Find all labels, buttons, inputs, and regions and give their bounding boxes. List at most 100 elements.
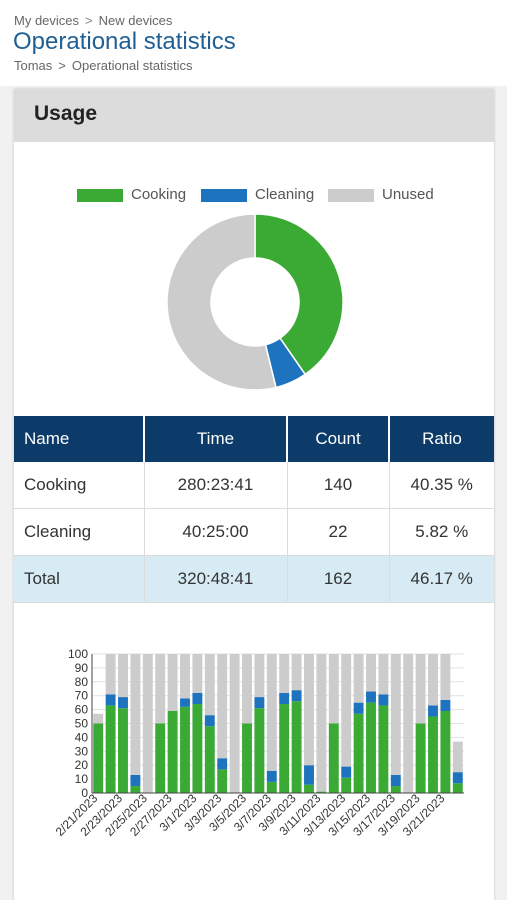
bar-unused[interactable] — [291, 654, 302, 691]
bar-cleaning[interactable] — [105, 694, 116, 706]
bar-unused[interactable] — [105, 654, 116, 695]
bar-cooking[interactable] — [328, 723, 339, 794]
bar-cleaning[interactable] — [390, 774, 401, 787]
legend-swatch-unused — [328, 189, 374, 202]
breadcrumb-sub: Tomas > Operational statistics — [14, 58, 193, 73]
bar-cooking[interactable] — [279, 704, 290, 793]
bar-cleaning[interactable] — [353, 702, 364, 714]
bar-cooking[interactable] — [105, 705, 116, 793]
bar-cleaning[interactable] — [304, 765, 314, 785]
bar-unused[interactable] — [167, 654, 178, 711]
bar-cleaning[interactable] — [428, 705, 438, 717]
usage-title: Usage — [34, 102, 98, 125]
bar-unused[interactable] — [440, 654, 451, 700]
bar-cooking[interactable] — [415, 723, 426, 794]
bar-cleaning[interactable] — [254, 697, 265, 709]
bar-unused[interactable] — [452, 741, 463, 773]
bar-cleaning[interactable] — [366, 691, 376, 703]
bar-unused[interactable] — [366, 654, 376, 692]
bar-cooking[interactable] — [155, 723, 166, 794]
bar-unused[interactable] — [266, 654, 277, 771]
bar-unused[interactable] — [279, 654, 290, 693]
bar-unused[interactable] — [304, 654, 314, 766]
bar-unused[interactable] — [341, 654, 352, 767]
bar-cooking[interactable] — [93, 723, 104, 794]
bar-unused[interactable] — [254, 654, 265, 698]
legend-label-cooking: Cooking — [131, 186, 187, 203]
bar-unused[interactable] — [378, 654, 389, 695]
bar-unused[interactable] — [93, 713, 104, 724]
bar-cooking[interactable] — [217, 769, 228, 793]
bar-cleaning[interactable] — [130, 774, 141, 787]
bar-unused[interactable] — [415, 654, 426, 724]
bar-unused[interactable] — [192, 654, 203, 693]
bar-unused[interactable] — [155, 654, 166, 724]
bar-unused[interactable] — [316, 654, 327, 792]
usage-panel-header: Usage — [14, 89, 494, 142]
bar-cooking[interactable] — [242, 723, 252, 794]
column-header-count: Count — [287, 416, 390, 462]
bar-cooking[interactable] — [353, 713, 364, 793]
bar-cleaning[interactable] — [266, 770, 277, 782]
bar-cleaning[interactable] — [204, 715, 215, 727]
legend-label-cleaning: Cleaning — [255, 186, 315, 203]
bar-cleaning[interactable] — [118, 697, 128, 709]
table-row-total: Total 320:48:41 162 46.17 % — [14, 555, 494, 603]
bar-cooking[interactable] — [118, 708, 128, 793]
bar-cooking[interactable] — [452, 783, 463, 793]
bar-unused[interactable] — [428, 654, 438, 706]
bar-unused[interactable] — [403, 654, 414, 793]
bar-unused[interactable] — [217, 654, 228, 759]
bar-cleaning[interactable] — [440, 699, 451, 711]
breadcrumb-link-new-devices[interactable]: New devices — [98, 13, 173, 28]
bar-cleaning[interactable] — [217, 758, 228, 770]
bar-unused[interactable] — [229, 654, 240, 793]
bar-cleaning[interactable] — [452, 772, 463, 784]
y-tick-label: 0 — [81, 786, 88, 800]
bar-cleaning[interactable] — [279, 692, 290, 705]
bar-unused[interactable] — [130, 654, 141, 775]
cell-time: 320:48:41 — [144, 555, 288, 603]
cell-name: Cleaning — [14, 508, 145, 556]
breadcrumb-link-tomas[interactable]: Tomas — [14, 58, 53, 73]
bar-unused[interactable] — [142, 654, 153, 793]
bar-cooking[interactable] — [304, 784, 314, 793]
bar-cleaning[interactable] — [378, 694, 389, 706]
y-tick-label: 90 — [75, 661, 89, 675]
cell-count: 22 — [287, 508, 390, 556]
bar-unused[interactable] — [118, 654, 128, 698]
legend-swatch-cleaning — [201, 189, 247, 202]
cell-time: 280:23:41 — [144, 462, 288, 509]
bar-cooking[interactable] — [180, 706, 190, 793]
donut-slice-unused[interactable] — [166, 213, 277, 391]
bar-cooking[interactable] — [130, 786, 141, 793]
bar-unused[interactable] — [328, 654, 339, 724]
bar-cooking[interactable] — [428, 716, 438, 793]
bar-unused[interactable] — [390, 654, 401, 775]
usage-table: Name Time Count Ratio Cooking 280:23:41 … — [14, 416, 494, 603]
bar-unused[interactable] — [204, 654, 215, 716]
bar-cooking[interactable] — [390, 786, 401, 793]
bar-cooking[interactable] — [440, 710, 451, 793]
bar-unused[interactable] — [242, 654, 252, 724]
breadcrumb-link-my-devices[interactable]: My devices — [14, 13, 80, 28]
bar-cooking[interactable] — [366, 702, 376, 793]
bar-cleaning[interactable] — [180, 698, 190, 707]
bar-cooking[interactable] — [167, 710, 178, 793]
bar-cooking[interactable] — [192, 704, 203, 793]
bar-cooking[interactable] — [266, 781, 277, 793]
cell-name: Cooking — [14, 462, 145, 509]
bar-cleaning[interactable] — [291, 690, 302, 702]
donut-slice-cooking[interactable] — [254, 213, 344, 376]
cell-name: Total — [14, 555, 145, 603]
bar-cleaning[interactable] — [192, 692, 203, 705]
bar-cooking[interactable] — [254, 708, 265, 793]
bar-cooking[interactable] — [378, 705, 389, 793]
bar-cooking[interactable] — [291, 701, 302, 793]
bar-cooking[interactable] — [316, 791, 327, 793]
bar-cooking[interactable] — [204, 726, 215, 793]
bar-unused[interactable] — [180, 654, 190, 699]
bar-cooking[interactable] — [341, 777, 352, 793]
bar-cleaning[interactable] — [341, 766, 352, 778]
bar-unused[interactable] — [353, 654, 364, 703]
